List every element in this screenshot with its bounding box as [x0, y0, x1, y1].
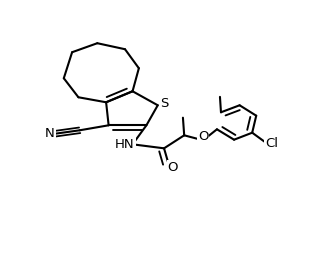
Text: S: S [161, 97, 169, 110]
Text: Cl: Cl [265, 137, 278, 150]
Text: O: O [168, 161, 178, 174]
Text: HN: HN [115, 138, 135, 151]
Text: N: N [45, 127, 55, 140]
Text: O: O [198, 130, 208, 143]
